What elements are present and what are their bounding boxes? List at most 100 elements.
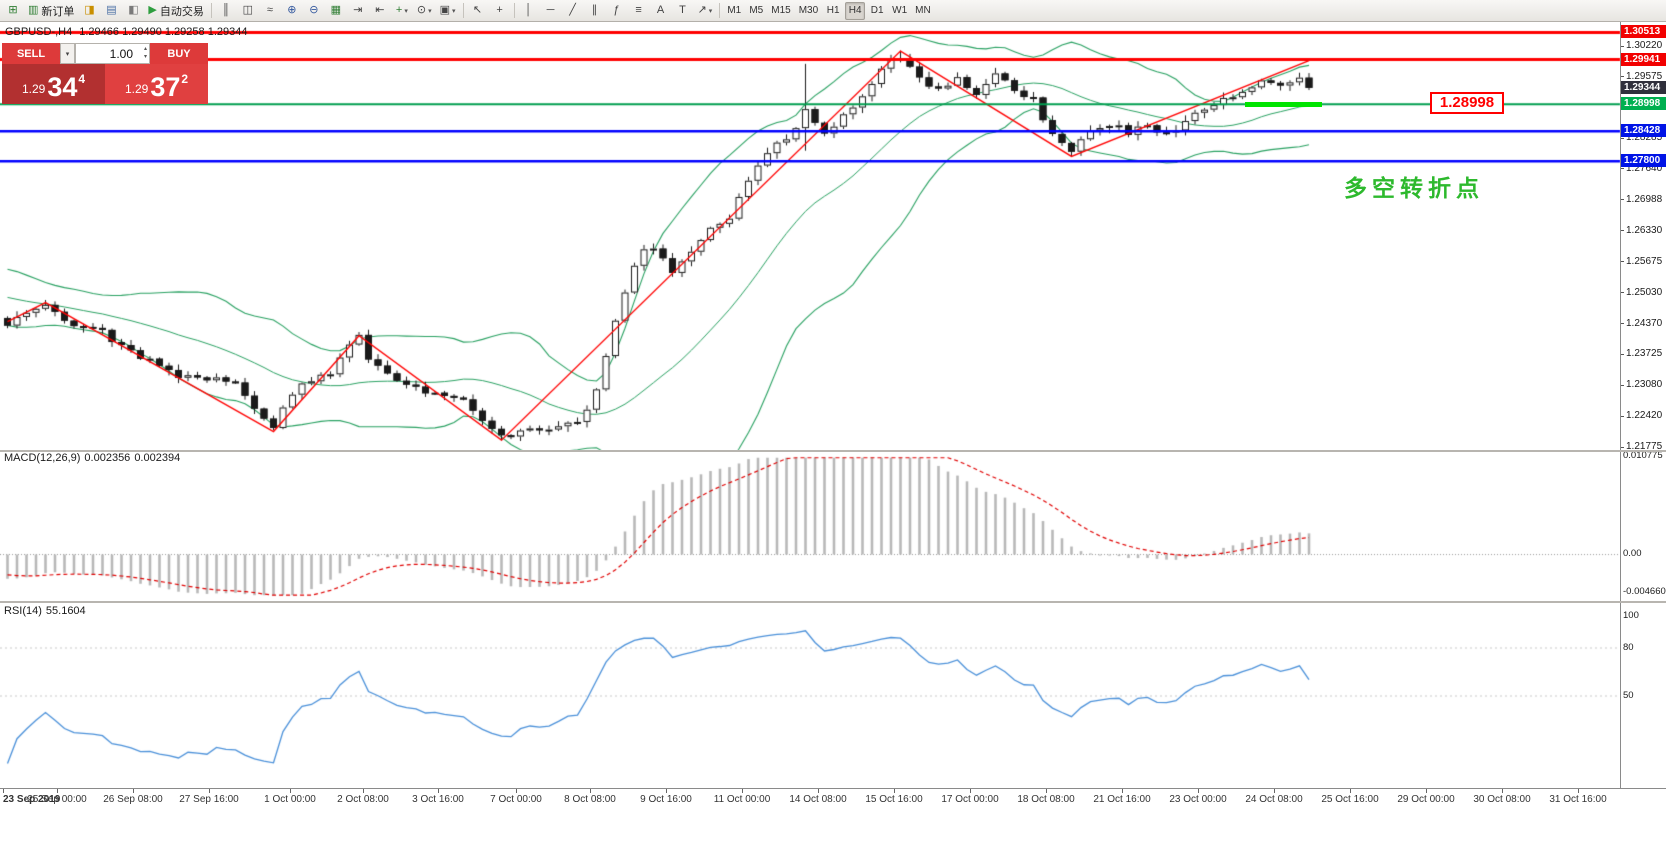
arrows-button[interactable]: ↗ ▾: [695, 2, 716, 20]
timeframe-m5-button[interactable]: M5: [746, 2, 766, 20]
new-chart-button[interactable]: ⊞: [3, 2, 23, 20]
time-tick-label: 14 Oct 08:00: [789, 794, 847, 805]
indicators-button[interactable]: + ▾: [392, 2, 412, 20]
autotrading-button[interactable]: ▶ 自动交易: [145, 2, 206, 20]
time-axis[interactable]: 23 Sep 2019 25 Sep 00:00 26 Sep 08:00 27 Se…: [0, 789, 1666, 811]
price-tick-mark: [1621, 353, 1624, 355]
new-order-button-label: 新订单: [41, 5, 75, 18]
autotrading-icon: ▶: [148, 4, 157, 16]
time-tick-label: 11 Oct 00:00: [713, 794, 771, 805]
time-tick-mark: [57, 789, 58, 793]
toolbar-separator: [462, 3, 464, 18]
timeframe-h1-button[interactable]: H1: [823, 2, 843, 20]
zoom-in-button[interactable]: ⊕: [282, 2, 302, 20]
caret-down-icon: ▾: [65, 50, 70, 58]
price-label-green: 1.28998: [1621, 97, 1666, 111]
horizontal-line-button[interactable]: ─: [541, 2, 561, 20]
price-tick-label: 1.26330: [1626, 224, 1663, 236]
templates-icon: ▣: [439, 4, 451, 16]
volume-value: 1.00: [109, 46, 133, 61]
tile-windows-button[interactable]: ▦: [326, 2, 346, 20]
price-tick-mark: [1621, 137, 1624, 139]
time-tick-mark: [742, 789, 743, 793]
symbol-name: GBPUSD-,H4: [5, 26, 73, 38]
price-scale[interactable]: 1.302201.295751.289301.282851.276401.269…: [1620, 22, 1666, 788]
channel-button[interactable]: ∥: [585, 2, 605, 20]
crosshair-button[interactable]: +: [490, 2, 510, 20]
timeframe-m1-button-label: M1: [727, 5, 742, 16]
timeframe-m1-button[interactable]: M1: [724, 2, 744, 20]
time-tick-mark: [133, 789, 134, 793]
timeframe-d1-button[interactable]: D1: [867, 2, 887, 20]
price-macd-splitter[interactable]: [0, 450, 1666, 452]
chart-shift-button[interactable]: ⇤: [370, 2, 390, 20]
time-tick-label: 8 Oct 08:00: [564, 794, 616, 805]
spin-down-icon[interactable]: ▾: [143, 53, 147, 60]
trade-options-button[interactable]: ▾: [60, 43, 75, 64]
highlight-segment[interactable]: [1245, 101, 1322, 107]
data-window-button[interactable]: ▤: [101, 2, 121, 20]
chart-annotation-text[interactable]: 多空转折点: [1344, 175, 1484, 201]
new-order-button[interactable]: ▥ 新订单: [25, 2, 77, 20]
data-window-icon: ▤: [106, 4, 117, 16]
price-tick-label: 1.21775: [1626, 441, 1663, 452]
price-tick-label: 1.26988: [1626, 193, 1663, 205]
periods-button[interactable]: ⊙ ▾: [414, 2, 435, 20]
autotrading-button-label: 自动交易: [159, 5, 204, 18]
volume-spinner[interactable]: ▴ ▾: [144, 46, 147, 62]
time-tick-mark: [818, 789, 819, 793]
toolbar: ⊞ ▥ 新订单 ◨ ▤ ◧ ▶ 自动交易 ║ ◫ ≈ ⊕ ⊖ ▦ ⇥ ⇤ + ▾ ⊙ ▾ ▣ ▾ ↖ + │ ─ ╱ ∥ ƒ ≡ A T ↗ ▾ M…: [0, 0, 1666, 22]
sell-button[interactable]: SELL: [2, 43, 60, 64]
price-tick-label: 1.23725: [1626, 348, 1663, 360]
rsi-scale-100: 100: [1623, 610, 1639, 621]
candlestick-chart-button[interactable]: ◫: [238, 2, 258, 20]
cursor-button[interactable]: ↖: [468, 2, 488, 20]
rsi-name: RSI(14): [4, 605, 42, 617]
timeframe-h1-button-label: H1: [826, 5, 840, 16]
text-label-button[interactable]: T: [673, 2, 693, 20]
volume-input[interactable]: 1.00 ▴ ▾: [75, 43, 150, 64]
trade-panel-top-row: SELL ▾ 1.00 ▴ ▾ BUY: [2, 43, 208, 64]
timeframe-w1-button[interactable]: W1: [889, 2, 910, 20]
macd-value-2: 0.002394: [134, 452, 181, 464]
templates-button[interactable]: ▣ ▾: [437, 2, 459, 20]
buy-button[interactable]: BUY: [150, 43, 208, 64]
vertical-line-icon: │: [525, 4, 532, 16]
timeframe-mn-button-label: MN: [915, 5, 931, 16]
time-tick-mark: [1046, 789, 1047, 793]
caret-down-icon: ▾: [428, 7, 432, 15]
time-tick-label: 29 Oct 00:00: [1397, 794, 1455, 805]
time-tick-mark: [1350, 789, 1351, 793]
spin-up-icon[interactable]: ▴: [143, 46, 147, 52]
rsi-scale-50: 50: [1623, 690, 1634, 701]
zoom-out-button[interactable]: ⊖: [304, 2, 324, 20]
macd-name: MACD(12,26,9): [4, 452, 81, 464]
timeframe-m30-button[interactable]: M30: [796, 2, 821, 20]
price-tick-label: 1.27640: [1626, 162, 1663, 174]
buy-price-box[interactable]: 1.29 37 2: [105, 64, 208, 104]
auto-scroll-icon: ⇥: [353, 4, 363, 16]
time-tick-mark: [363, 789, 364, 793]
timeframe-mn-button[interactable]: MN: [912, 2, 934, 20]
auto-scroll-button[interactable]: ⇥: [348, 2, 368, 20]
timeframe-d1-button-label: D1: [870, 5, 884, 16]
shapes-button[interactable]: ≡: [629, 2, 649, 20]
shapes-icon: ≡: [635, 4, 642, 16]
sell-price-box[interactable]: 1.29 34 4: [2, 64, 105, 104]
timeframe-m15-button[interactable]: M15: [768, 2, 793, 20]
market-watch-button[interactable]: ◨: [79, 2, 99, 20]
timeframe-h4-button[interactable]: H4: [845, 1, 866, 20]
vertical-line-button[interactable]: │: [519, 2, 539, 20]
trendline-button[interactable]: ╱: [563, 2, 583, 20]
price-tick-label: 1.29575: [1626, 70, 1663, 82]
fibonacci-button[interactable]: ƒ: [607, 2, 627, 20]
text-button[interactable]: A: [651, 2, 671, 20]
bar-chart-button[interactable]: ║: [216, 2, 236, 20]
price-tick-label: 1.28285: [1626, 132, 1663, 144]
line-chart-button[interactable]: ≈: [260, 2, 280, 20]
sell-price-big: 34: [47, 72, 78, 103]
price-callout-box[interactable]: 1.28998: [1430, 92, 1504, 114]
macd-rsi-splitter[interactable]: [0, 601, 1666, 603]
navigator-button[interactable]: ◧: [123, 2, 143, 20]
